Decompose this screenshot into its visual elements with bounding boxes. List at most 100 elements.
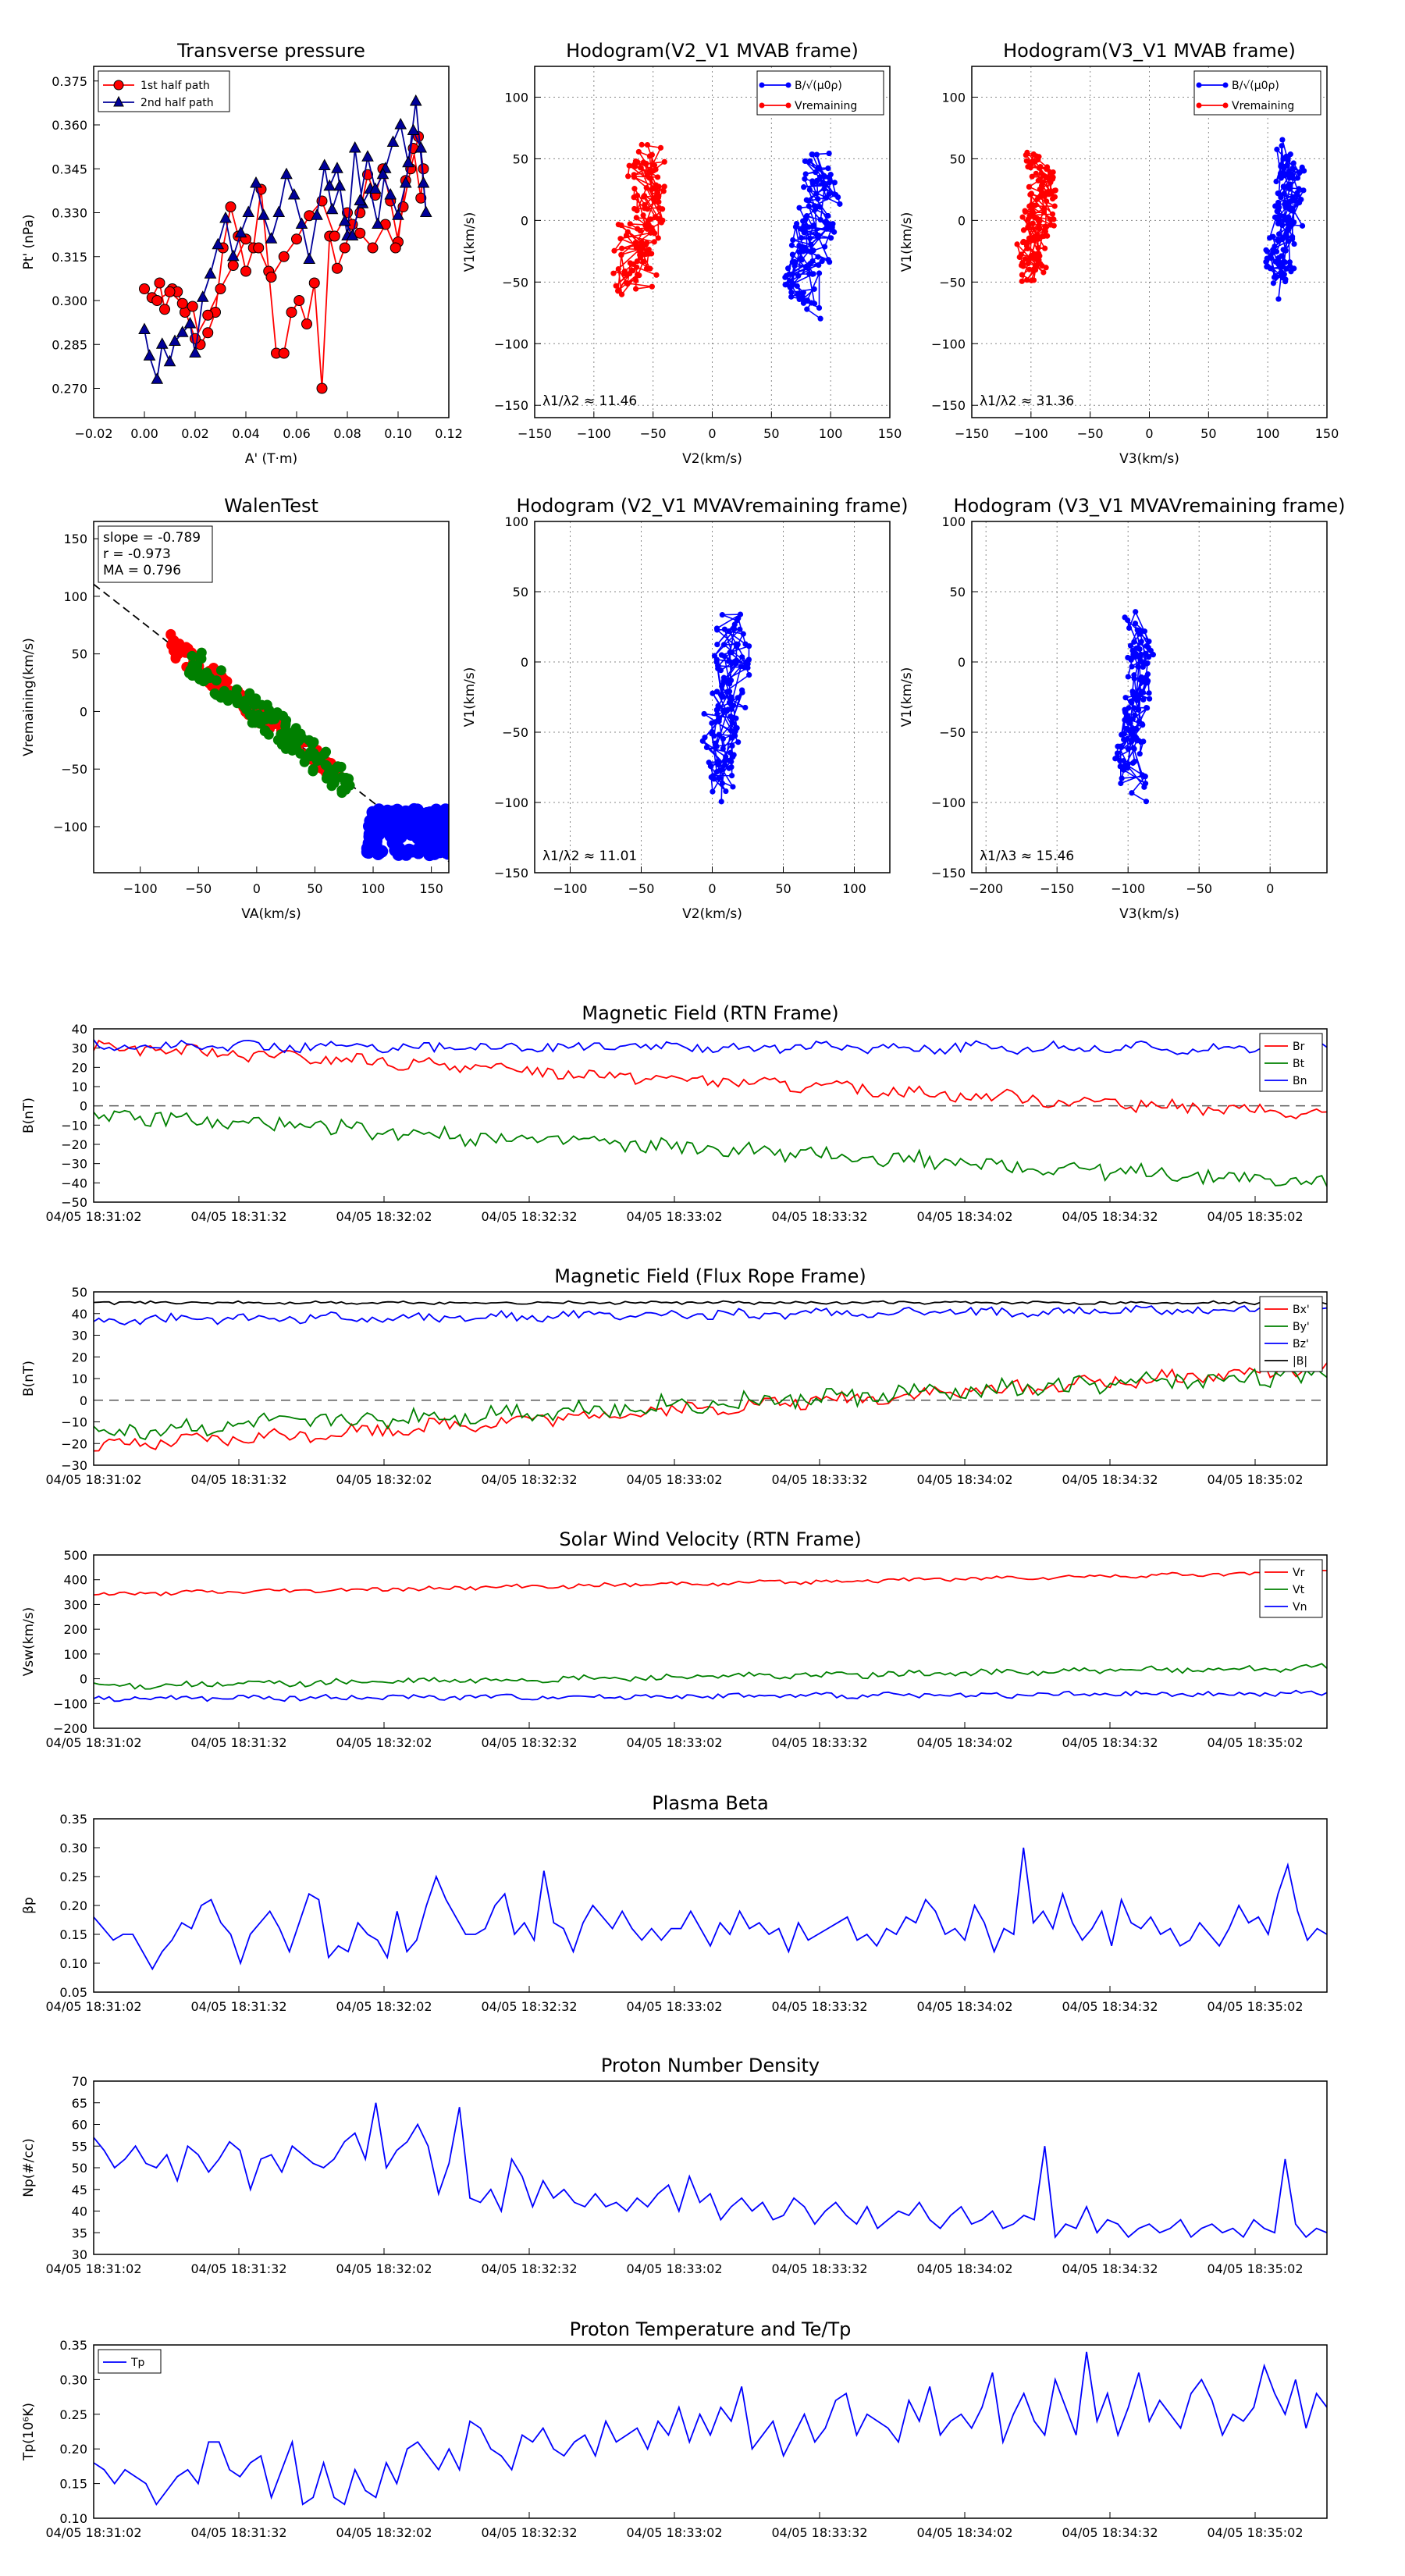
np-xtick-label: 04/05 18:32:32 — [481, 2261, 577, 2276]
hodo4-point — [1122, 695, 1129, 701]
mag_fr-xtick-label: 04/05 18:34:32 — [1062, 1472, 1158, 1487]
mag_fr-xtick-label: 04/05 18:35:02 — [1207, 1472, 1303, 1487]
hodo3-point — [727, 649, 733, 656]
hodo4-point — [1142, 781, 1149, 787]
hodo1-point — [804, 306, 810, 312]
hodo1-point — [658, 219, 664, 226]
beta-xtick-label: 04/05 18:35:02 — [1207, 1999, 1303, 2014]
tp-point — [338, 214, 351, 226]
hodo1-point — [802, 244, 808, 251]
walen-xtick-label: 50 — [307, 881, 322, 896]
vsw-series-line — [94, 1663, 1327, 1690]
hodo2-point — [1289, 194, 1296, 201]
hodo4-point — [1122, 706, 1128, 713]
hodo4-ytick-label: 100 — [941, 514, 966, 529]
mag_fr-series-line — [94, 1300, 1327, 1306]
walen-point — [215, 665, 226, 676]
hodo1-point — [817, 315, 823, 322]
walen-stat-line: r = -0.973 — [103, 546, 171, 562]
hodo1-point — [631, 174, 638, 180]
beta-xtick-label: 04/05 18:33:32 — [771, 1999, 867, 2014]
mag_fr-ytick-label: 50 — [72, 1285, 87, 1300]
hodo1-point — [808, 300, 815, 306]
mag_rtn-ytick-label: 30 — [72, 1041, 87, 1056]
hodo4-point — [1146, 690, 1152, 696]
tp-point — [242, 205, 255, 217]
hodo3-point — [735, 695, 741, 701]
hodo4-ytick-label: −150 — [931, 866, 966, 881]
hodo1-point — [653, 272, 660, 278]
hodo2-point — [1024, 245, 1030, 252]
mag_fr-ytick-label: 40 — [72, 1307, 87, 1322]
hodo2-point — [1267, 265, 1273, 272]
hodo1-point — [810, 222, 816, 229]
hodo3-point — [719, 612, 725, 618]
hodo3-ytick-label: 50 — [513, 585, 528, 600]
tp-ytick-label: 0.360 — [52, 118, 87, 133]
hodo2-point — [1275, 296, 1282, 302]
hodo1-point — [825, 257, 831, 263]
np-plot — [94, 2102, 1327, 2240]
mag_rtn-legend-label: Bn — [1293, 1075, 1307, 1087]
tp-point — [225, 201, 237, 212]
hodo2-point — [1032, 267, 1039, 273]
hodo1-point — [656, 183, 662, 190]
walen-panel: WalenTest VA(km/s) Vremaining(km/s) −100 −50… — [21, 495, 450, 922]
hodo2-point — [1035, 156, 1041, 163]
hodo3-point — [722, 757, 728, 763]
walen-xtick-label: 150 — [419, 881, 443, 896]
hodo2-point — [1279, 264, 1286, 270]
hodo3-point — [710, 690, 716, 696]
hodo4-point — [1135, 706, 1142, 713]
hodo4-xtick-label: −200 — [969, 881, 1003, 896]
hodo3-point — [714, 627, 720, 633]
hodo3-point — [733, 715, 739, 721]
tp_temp-xtick-label: 04/05 18:33:32 — [771, 2525, 867, 2540]
hodo2-point — [1035, 244, 1041, 251]
hodo1-point — [647, 265, 653, 272]
hodo2-point — [1276, 231, 1282, 237]
hodo4-point — [1146, 639, 1152, 645]
hodo3-point — [720, 745, 726, 752]
walen-stats-box — [98, 525, 213, 583]
hodo2-ytick-label: 0 — [958, 213, 966, 228]
hodo1-point — [806, 203, 812, 209]
hodo1-point — [634, 258, 640, 265]
hodo1-ytick-label: −100 — [494, 336, 528, 351]
hodo2-point — [1294, 175, 1301, 181]
tp-point — [399, 176, 412, 188]
hodo1-point — [656, 193, 662, 199]
hodo3-point — [728, 764, 735, 770]
hodo4-ylabel: V1(km/s) — [899, 667, 915, 728]
hodo4-point — [1129, 664, 1135, 670]
np-title: Proton Number Density — [601, 2055, 820, 2076]
hodo2-point — [1287, 198, 1293, 205]
hodo3-xtick-label: −50 — [628, 881, 655, 896]
hodo2-point — [1014, 241, 1020, 247]
hodo4-point — [1140, 738, 1147, 745]
walen-xtick-label: −50 — [185, 881, 212, 896]
np-xtick-label: 04/05 18:31:32 — [190, 2261, 286, 2276]
vsw-xtick-label: 04/05 18:32:02 — [336, 1735, 432, 1750]
np-xtick-label: 04/05 18:34:02 — [916, 2261, 1012, 2276]
hodo4-point — [1124, 735, 1130, 742]
hodo1-point — [825, 165, 831, 172]
hodo1-point — [788, 294, 795, 300]
hodo1-point — [837, 201, 843, 207]
hodo4-point — [1146, 654, 1152, 660]
hodo1-point — [632, 286, 639, 292]
hodo3-axes-box — [534, 521, 891, 873]
hodo2-legend-marker — [1196, 82, 1202, 88]
tp-point — [164, 286, 176, 297]
mag_fr-ytick-label: 30 — [72, 1329, 87, 1343]
hodo3-ytick-label: 0 — [521, 655, 528, 670]
walen-point — [219, 685, 229, 696]
hodo2-ytick-label: −150 — [931, 398, 966, 413]
hodo4-point — [1129, 790, 1135, 796]
vsw-ylabel: Vsw(km/s) — [21, 1607, 37, 1677]
hodo4-point — [1131, 726, 1137, 732]
hodo2-point — [1020, 227, 1027, 233]
walen-ytick-label: 50 — [72, 647, 87, 662]
hodo4-point — [1117, 757, 1123, 763]
tp-ylabel: Pt' (nPa) — [21, 215, 37, 270]
